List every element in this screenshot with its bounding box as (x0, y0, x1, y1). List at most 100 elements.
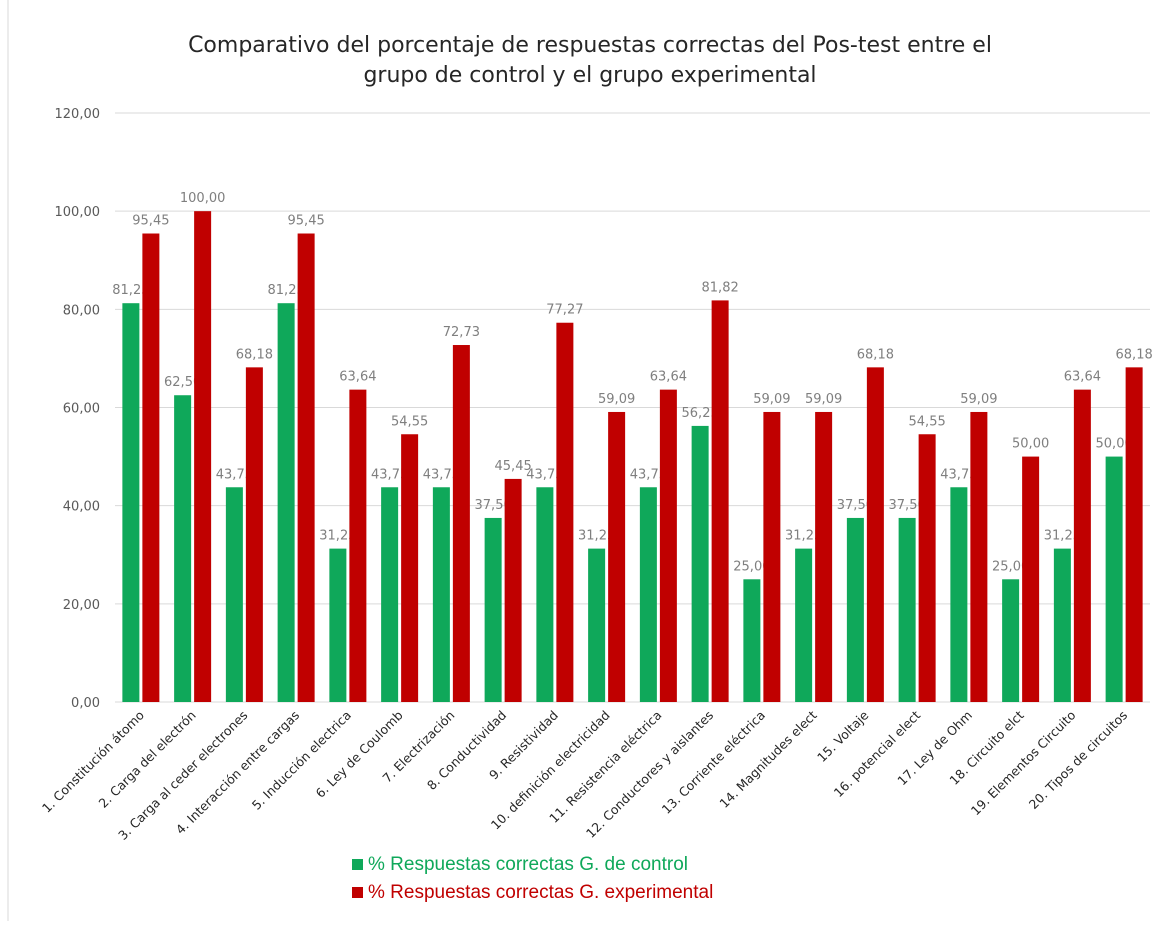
bar (452, 345, 470, 702)
x-tick-label: 20. Tipos de circuitos (1026, 708, 1131, 813)
data-label: 95,45 (288, 213, 325, 228)
y-tick-label: 20,00 (63, 598, 100, 613)
data-label: 31,25 (785, 529, 822, 544)
data-label: 81,82 (702, 280, 739, 295)
bar (329, 548, 347, 702)
x-tick-label: 13. Corriente eléctrica (659, 708, 768, 817)
bar (898, 517, 916, 702)
bar (1073, 389, 1091, 702)
y-tick-label: 0,00 (71, 696, 100, 711)
data-label: 81,25 (112, 283, 149, 298)
bar (556, 322, 574, 702)
data-label: 43,75 (940, 467, 977, 482)
bar (484, 517, 502, 702)
bar (432, 487, 450, 702)
bar (866, 367, 884, 702)
bar (1105, 456, 1123, 702)
data-label: 31,25 (319, 529, 356, 544)
bar (1022, 456, 1040, 702)
data-label: 43,75 (423, 467, 460, 482)
bar (277, 303, 295, 702)
bar (639, 487, 657, 702)
bar (381, 487, 399, 702)
data-label: 68,18 (857, 347, 894, 362)
data-label: 54,55 (909, 414, 946, 429)
data-label: 50,00 (1012, 437, 1049, 452)
data-label: 25,00 (992, 559, 1029, 574)
bar (401, 434, 419, 702)
data-label: 63,64 (339, 370, 376, 385)
legend-label: % Respuestas correctas G. de control (368, 854, 688, 875)
data-label: 56,25 (682, 406, 719, 421)
data-label: 50,00 (1096, 437, 1133, 452)
data-label: 31,25 (1044, 529, 1081, 544)
data-label: 95,45 (132, 213, 169, 228)
bar (1053, 548, 1071, 702)
bar (691, 425, 709, 702)
x-tick-label: 19. Elementos Circuito (968, 708, 1079, 819)
legend-label: % Respuestas correctas G. experimental (368, 882, 713, 903)
data-label: 63,64 (650, 370, 687, 385)
bar (142, 233, 160, 703)
data-label: 43,75 (526, 467, 563, 482)
bar (608, 411, 626, 702)
data-label: 43,75 (371, 467, 408, 482)
data-label: 77,27 (546, 303, 583, 318)
data-label: 54,55 (391, 414, 428, 429)
bar (588, 548, 606, 702)
data-label: 45,45 (495, 459, 532, 474)
bar (225, 487, 243, 702)
x-tick-label: 14. Magnitudes elect (716, 707, 819, 810)
data-label: 59,09 (753, 392, 790, 407)
x-tick-label: 5. Inducción electrica (249, 708, 354, 813)
bar (659, 389, 677, 702)
bar (504, 478, 522, 702)
legend-swatch (352, 887, 363, 898)
bar (122, 303, 140, 702)
y-tick-label: 100,00 (55, 205, 101, 220)
bar (349, 389, 367, 702)
y-tick-label: 120,00 (55, 107, 101, 122)
bar (297, 233, 315, 703)
data-label: 68,18 (1116, 347, 1153, 362)
bar (711, 300, 729, 702)
bar (245, 367, 263, 702)
y-tick-label: 40,00 (63, 500, 100, 515)
data-label: 68,18 (236, 347, 273, 362)
bar (815, 411, 833, 702)
bar (970, 411, 988, 702)
bar (194, 211, 212, 702)
data-label: 81,25 (268, 283, 305, 298)
y-tick-label: 80,00 (63, 303, 100, 318)
bar (950, 487, 968, 702)
bar (763, 411, 781, 702)
x-tick-label: 16. potencial elect (831, 707, 924, 800)
data-label: 62,50 (164, 375, 201, 390)
x-tick-label: 2. Carga del electrón (96, 708, 199, 811)
data-label: 72,73 (443, 325, 480, 340)
bar (795, 548, 813, 702)
bar (1125, 367, 1143, 702)
bar (743, 579, 761, 702)
data-label: 43,75 (216, 467, 253, 482)
data-label: 43,75 (630, 467, 667, 482)
legend-swatch (352, 859, 363, 870)
x-tick-label: 1. Constitución átomo (39, 708, 147, 816)
data-label: 100,00 (180, 191, 226, 206)
bar (846, 517, 864, 702)
data-label: 37,50 (837, 498, 874, 513)
chart-title: grupo de control y el grupo experimental (363, 63, 816, 88)
y-tick-label: 60,00 (63, 402, 100, 417)
chart-title: Comparativo del porcentaje de respuestas… (188, 33, 992, 58)
data-label: 37,50 (889, 498, 926, 513)
data-label: 37,50 (475, 498, 512, 513)
bar (918, 434, 936, 702)
data-label: 59,09 (960, 392, 997, 407)
data-label: 31,25 (578, 529, 615, 544)
data-label: 25,00 (733, 559, 770, 574)
data-label: 59,09 (598, 392, 635, 407)
bar (536, 487, 554, 702)
data-label: 63,64 (1064, 370, 1101, 385)
